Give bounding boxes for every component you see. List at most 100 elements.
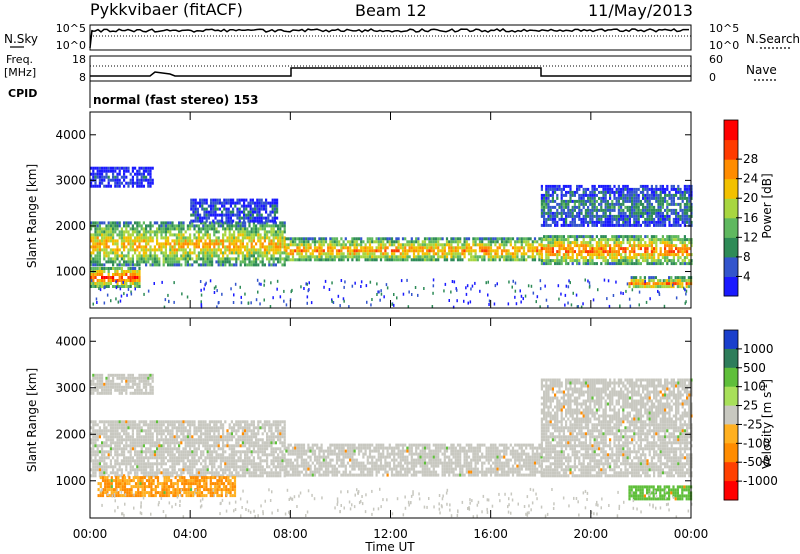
- data-cell: [199, 219, 202, 223]
- data-cell: [277, 233, 280, 237]
- data-cell: [622, 259, 625, 263]
- data-cell: [175, 239, 178, 243]
- data-cell: [105, 175, 108, 179]
- data-cell: [419, 243, 422, 247]
- data-cell: [186, 263, 189, 267]
- data-cell: [206, 471, 209, 475]
- data-cell: [228, 227, 231, 231]
- data-cell: [175, 459, 178, 463]
- data-cell: [617, 196, 620, 200]
- data-cell: [228, 438, 231, 442]
- y-tick-label: 2000: [55, 219, 86, 233]
- data-cell: [554, 238, 557, 242]
- data-cell: [197, 474, 200, 478]
- data-cell: [90, 181, 93, 185]
- data-cell: [646, 250, 649, 254]
- data-cell: [305, 249, 308, 253]
- data-cell: [103, 227, 106, 231]
- data-cell: [94, 273, 97, 276]
- data-cell: [158, 450, 161, 454]
- data-cell: [340, 246, 343, 250]
- data-cell: [205, 219, 208, 223]
- data-cell: [617, 235, 620, 239]
- data-cell: [617, 247, 620, 251]
- data-cell: [129, 279, 132, 282]
- data-cell: [208, 438, 211, 442]
- data-cell: [96, 242, 99, 246]
- data-cell: [386, 258, 389, 262]
- data-cell: [520, 258, 523, 262]
- data-cell: [96, 224, 99, 228]
- data-cell: [125, 227, 128, 231]
- data-cell: [613, 250, 616, 254]
- data-cell: [120, 242, 123, 246]
- data-cell: [221, 201, 224, 205]
- data-cell: [256, 213, 259, 217]
- data-cell: [377, 243, 380, 247]
- data-cell: [337, 294, 340, 298]
- data-cell: [377, 246, 380, 250]
- data-cell: [261, 263, 264, 267]
- data-cell: [540, 205, 543, 209]
- data-cell: [196, 216, 199, 220]
- data-cell: [216, 198, 219, 202]
- data-cell: [600, 220, 603, 224]
- data-cell: [247, 201, 250, 205]
- data-cell: [351, 255, 354, 259]
- data-cell: [178, 453, 181, 457]
- data-cell: [404, 258, 407, 262]
- data-cell: [200, 423, 203, 427]
- data-cell: [189, 447, 192, 451]
- data-cell: [203, 210, 206, 214]
- data-cell: [470, 287, 472, 291]
- data-cell: [421, 246, 424, 250]
- data-cell: [565, 262, 568, 266]
- nsky-tick-top: 10^5: [56, 22, 86, 35]
- data-cell: [655, 223, 658, 227]
- data-cell: [582, 217, 585, 221]
- data-cell: [417, 243, 420, 247]
- data-cell: [173, 248, 176, 252]
- data-cell: [224, 251, 227, 255]
- data-cell: [263, 236, 266, 240]
- data-cell: [178, 224, 181, 228]
- data-cell: [140, 248, 143, 252]
- data-cell: [249, 210, 252, 214]
- data-cell: [109, 230, 112, 234]
- data-cell: [112, 273, 115, 276]
- data-cell: [138, 465, 141, 469]
- data-cell: [587, 253, 590, 257]
- data-cell: [681, 279, 684, 283]
- data-cell: [222, 423, 225, 427]
- data-cell: [666, 262, 669, 266]
- data-cell: [211, 456, 214, 460]
- data-cell: [233, 462, 236, 466]
- data-cell: [540, 184, 543, 188]
- data-cell: [191, 474, 194, 478]
- data-cell: [167, 444, 170, 448]
- data-cell: [620, 253, 623, 257]
- data-cell: [90, 236, 93, 240]
- data-cell: [639, 211, 642, 215]
- data-cell: [125, 263, 128, 267]
- colorbar-swatch: [724, 237, 738, 258]
- data-cell: [134, 450, 137, 454]
- data-cell: [238, 201, 241, 205]
- data-cell: [173, 245, 176, 249]
- data-cell: [202, 251, 205, 255]
- data-cell: [300, 249, 303, 253]
- data-cell: [173, 257, 176, 261]
- data-cell: [215, 429, 218, 433]
- data-cell: [670, 259, 673, 263]
- data-cell: [118, 474, 121, 478]
- data-cell: [254, 210, 257, 214]
- data-cell: [211, 248, 214, 252]
- data-cell: [283, 299, 285, 303]
- data-cell: [271, 216, 274, 220]
- data-cell: [600, 208, 603, 212]
- data-cell: [661, 205, 664, 209]
- data-cell: [217, 236, 220, 240]
- data-cell: [591, 217, 594, 221]
- data-cell: [677, 220, 680, 224]
- data-cell: [175, 462, 178, 466]
